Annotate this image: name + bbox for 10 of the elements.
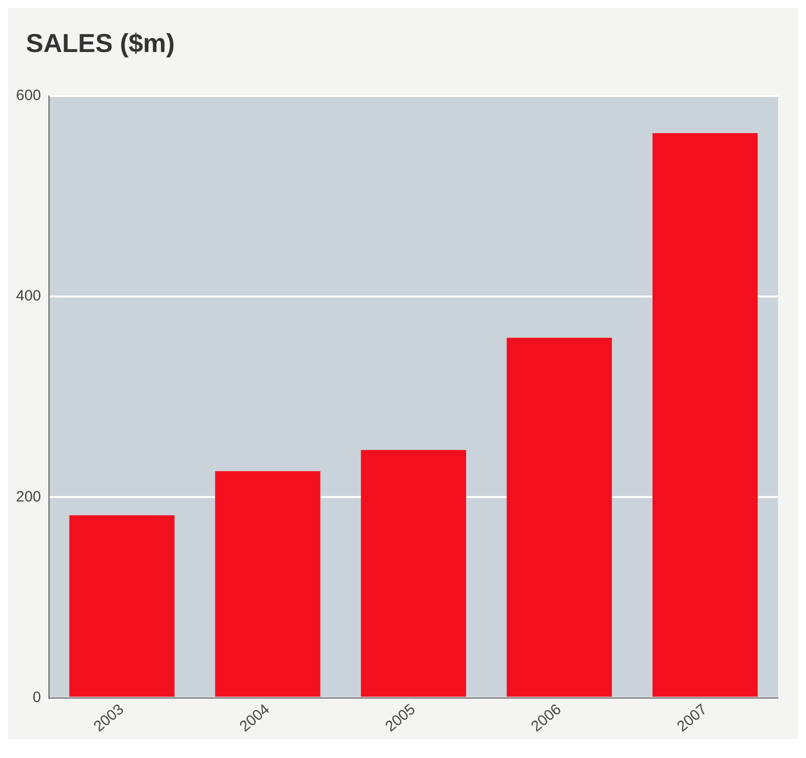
chart-title: SALES ($m) [26, 28, 176, 59]
bar [69, 515, 175, 697]
bar [506, 338, 612, 697]
y-tick-label: 400 [16, 288, 42, 305]
bar [652, 133, 758, 697]
bar [215, 471, 320, 697]
y-tick-label: 0 [32, 688, 42, 706]
y-tick-label: 200 [16, 488, 42, 506]
y-tick-label: 600 [16, 87, 42, 104]
bar [360, 450, 466, 697]
